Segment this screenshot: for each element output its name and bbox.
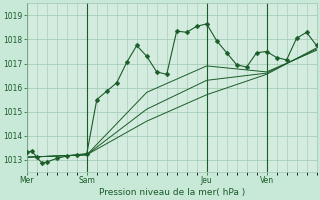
- X-axis label: Pression niveau de la mer( hPa ): Pression niveau de la mer( hPa ): [99, 188, 245, 197]
